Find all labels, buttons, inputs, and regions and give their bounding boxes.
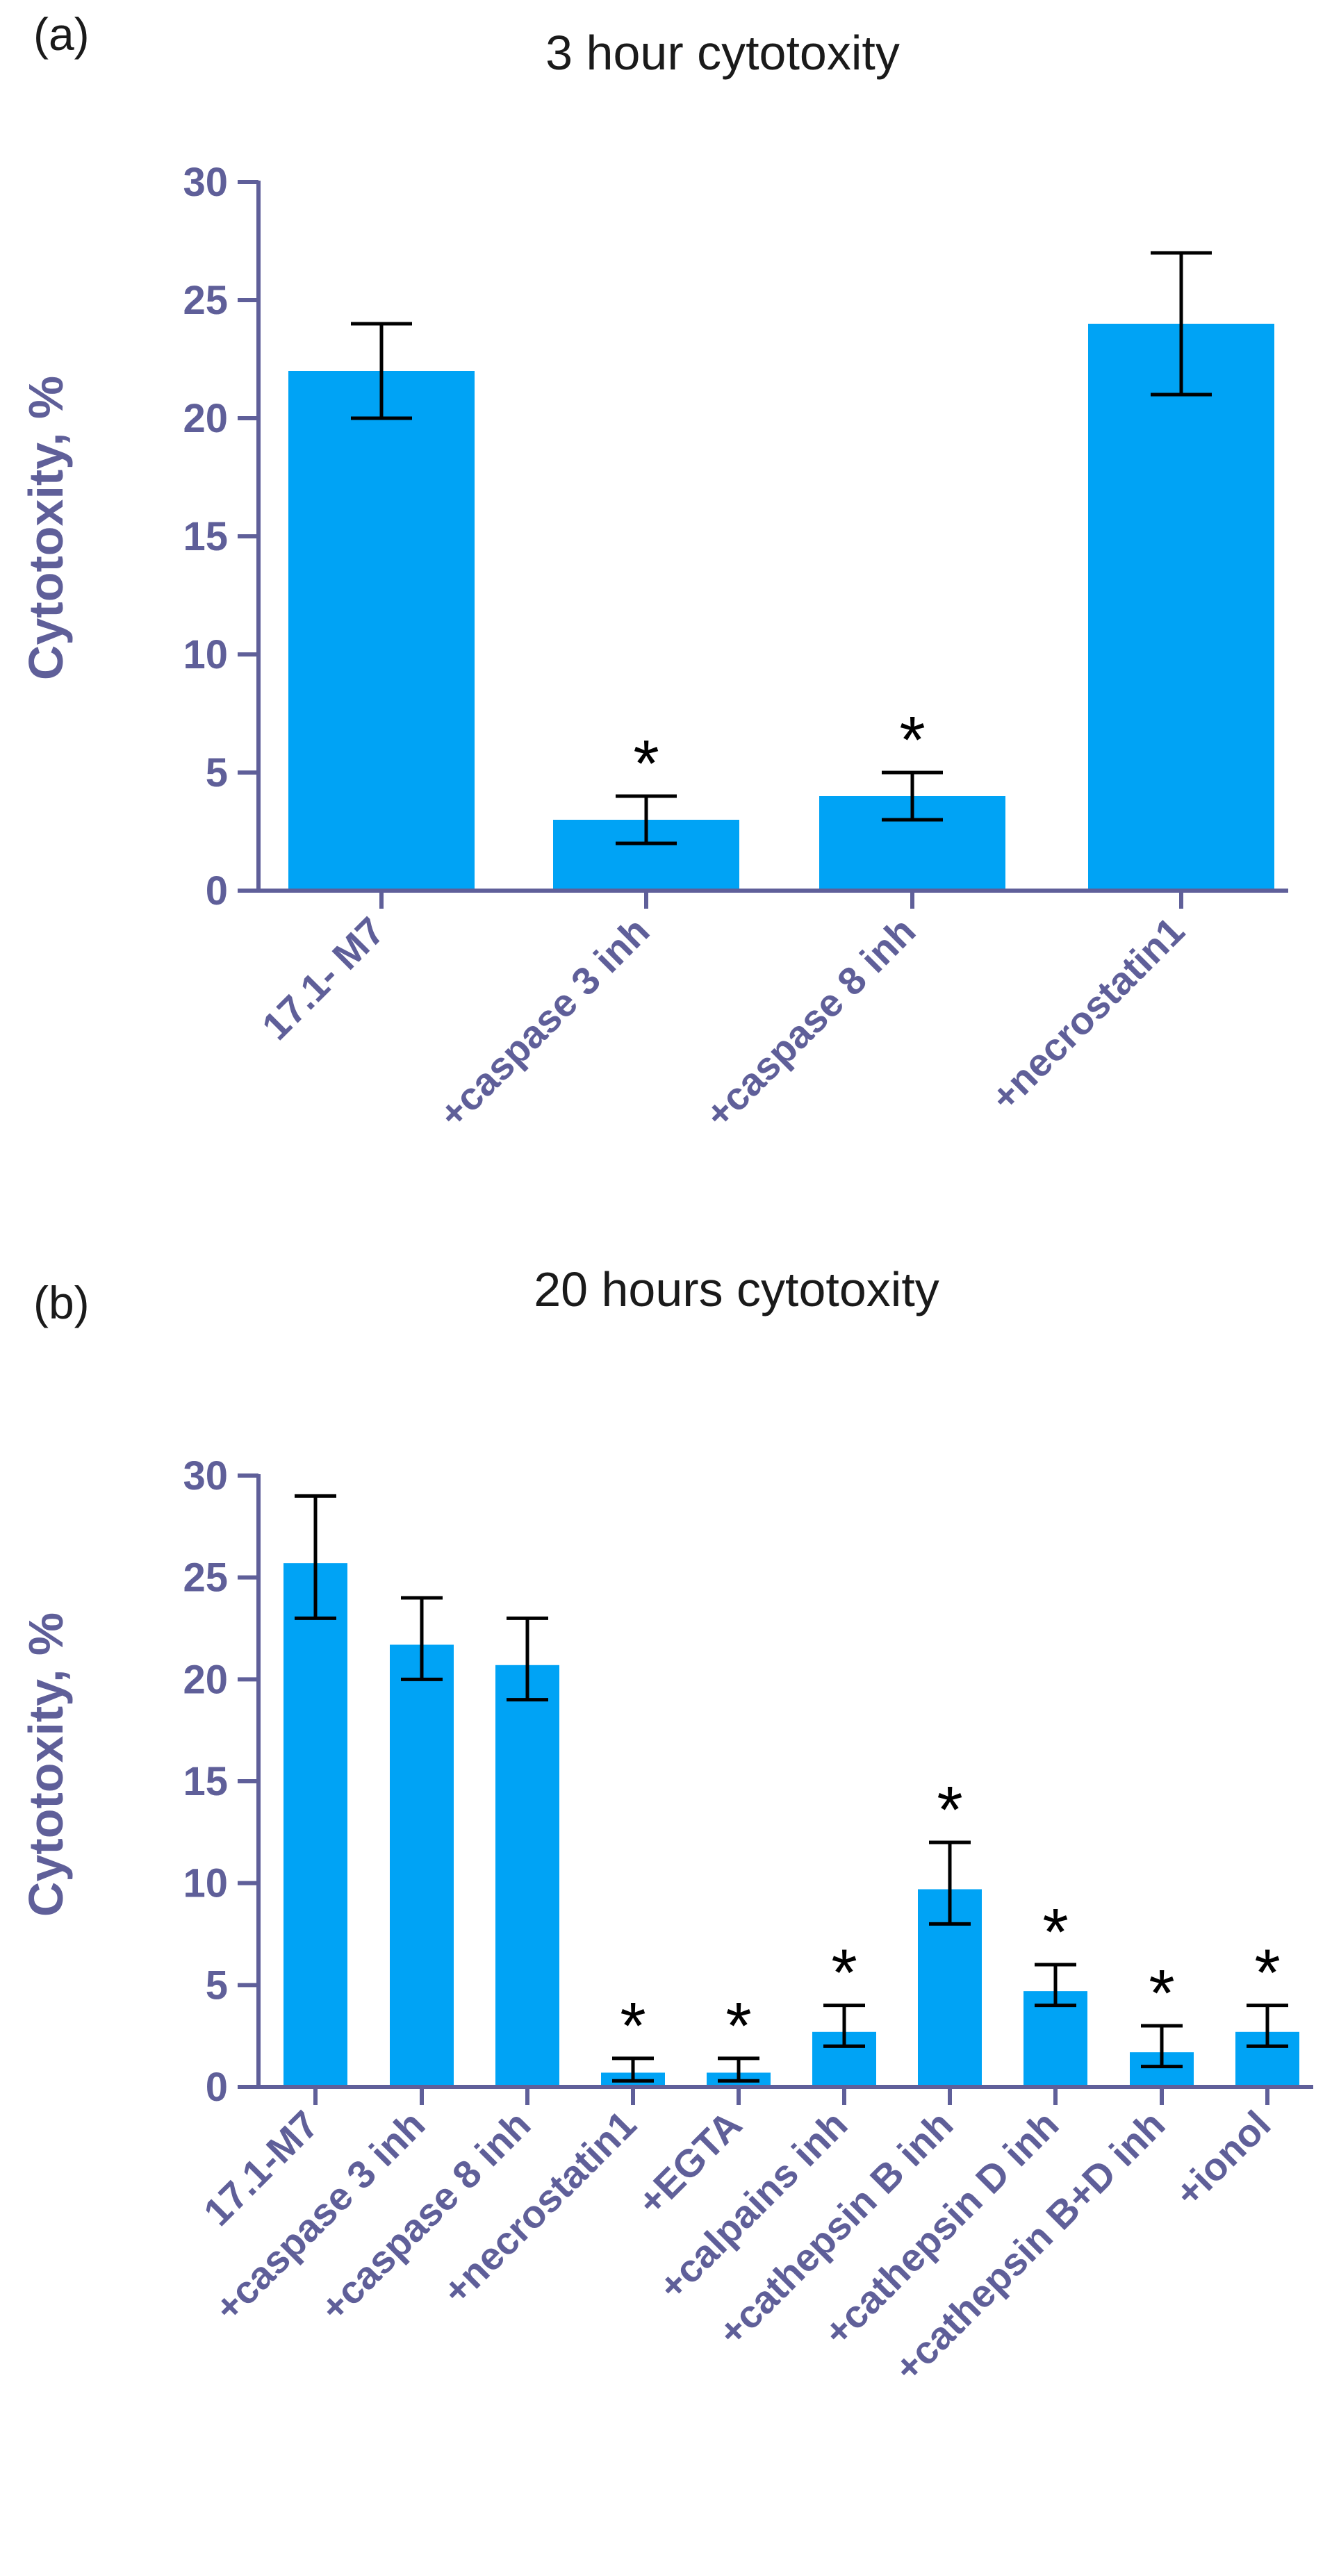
panel-a-y-tick-label: 15 — [183, 514, 228, 559]
panel-b-error-bar — [1141, 2024, 1183, 2069]
panel-b-y-tick-label: 25 — [183, 1555, 228, 1601]
panel-b-y-tick-label: 15 — [183, 1759, 228, 1804]
panel-a-chart: (a) 3 hour cytotoxity Cytotoxity, % * * 0 5… — [19, 8, 1288, 1136]
panel-a-significance-marker: * — [899, 703, 925, 777]
panel-b-label: (b) — [33, 1277, 90, 1328]
panel-b-y-tick-label: 5 — [206, 1963, 228, 2008]
panel-a-category-label: +caspase 3 inh — [430, 909, 657, 1136]
panel-a-bar — [1088, 324, 1274, 891]
panel-a-error-bar — [882, 770, 943, 822]
panel-b-error-bar — [295, 1494, 336, 1620]
panel-b-error-bar — [929, 1840, 971, 1926]
panel-a-significance-marker: * — [633, 727, 659, 801]
panel-b-category-label: +necrostatin1 — [434, 2102, 644, 2313]
panel-b-significance-marker: * — [937, 1773, 962, 1847]
panel-a-y-axis-label: Cytotoxity, % — [19, 376, 73, 680]
panel-b-significance-marker: * — [1042, 1895, 1068, 1970]
panel-b-title: 20 hours cytotoxity — [534, 1262, 939, 1316]
panel-a-y-tick-label: 20 — [183, 396, 228, 441]
panel-a-error-bar — [616, 794, 677, 845]
panel-a-label: (a) — [33, 8, 90, 60]
panel-a-bar — [288, 371, 475, 891]
panel-b-bar — [495, 1665, 559, 2087]
panel-b-y-tick-label: 20 — [183, 1657, 228, 1702]
panel-a-category-label: 17.1- M7 — [254, 909, 393, 1048]
panel-b-error-bar — [823, 2004, 865, 2048]
panel-b-error-bar — [718, 2056, 759, 2083]
panel-a-y-tick-label: 30 — [183, 160, 228, 205]
panel-a-marks: * * 0 5 10 15 20 25 30 17.1- M7 +caspase 3 inh +cas… — [183, 160, 1288, 1136]
panel-b-y-tick-label: 10 — [183, 1861, 228, 1906]
panel-a-y-tick-label: 0 — [206, 868, 228, 914]
panel-b-significance-marker: * — [1254, 1936, 1280, 2011]
panel-a-category-label: +necrostatin1 — [982, 909, 1192, 1119]
panel-b-significance-marker: * — [620, 1989, 646, 2063]
panel-b-error-bar — [612, 2056, 654, 2083]
panel-a-y-tick-label: 5 — [206, 750, 228, 795]
panel-a-title: 3 hour cytotoxity — [545, 26, 900, 80]
panel-b-error-bar — [401, 1596, 443, 1681]
panel-b-category-label: +calpains inh — [650, 2102, 856, 2309]
panel-b-y-tick-label: 30 — [183, 1453, 228, 1498]
panel-a-y-tick-label: 25 — [183, 278, 228, 323]
panel-b-bar — [390, 1644, 454, 2087]
panel-b-error-bar — [1035, 1963, 1076, 2008]
panel-b-y-axis-label: Cytotoxity, % — [19, 1612, 73, 1917]
panel-b-error-bar — [1247, 2004, 1288, 2048]
panel-b-significance-marker: * — [725, 1989, 751, 2063]
panel-a-y-tick-label: 10 — [183, 632, 228, 677]
panel-a-category-label: +caspase 8 inh — [696, 909, 923, 1136]
panel-b-significance-marker: * — [831, 1936, 857, 2011]
panel-b-significance-marker: * — [1149, 1956, 1174, 2031]
panel-b-y-tick-label: 0 — [206, 2065, 228, 2110]
panel-a-error-bar — [1151, 251, 1212, 397]
panel-b-bar — [283, 1563, 347, 2087]
panel-b-chart: (b) 20 hours cytotoxity Cytotoxity, % * *… — [19, 1262, 1313, 2390]
panel-b-category-label: +ionol — [1166, 2102, 1278, 2215]
panel-b-error-bar — [507, 1616, 548, 1702]
panel-a-error-bar — [351, 322, 412, 420]
